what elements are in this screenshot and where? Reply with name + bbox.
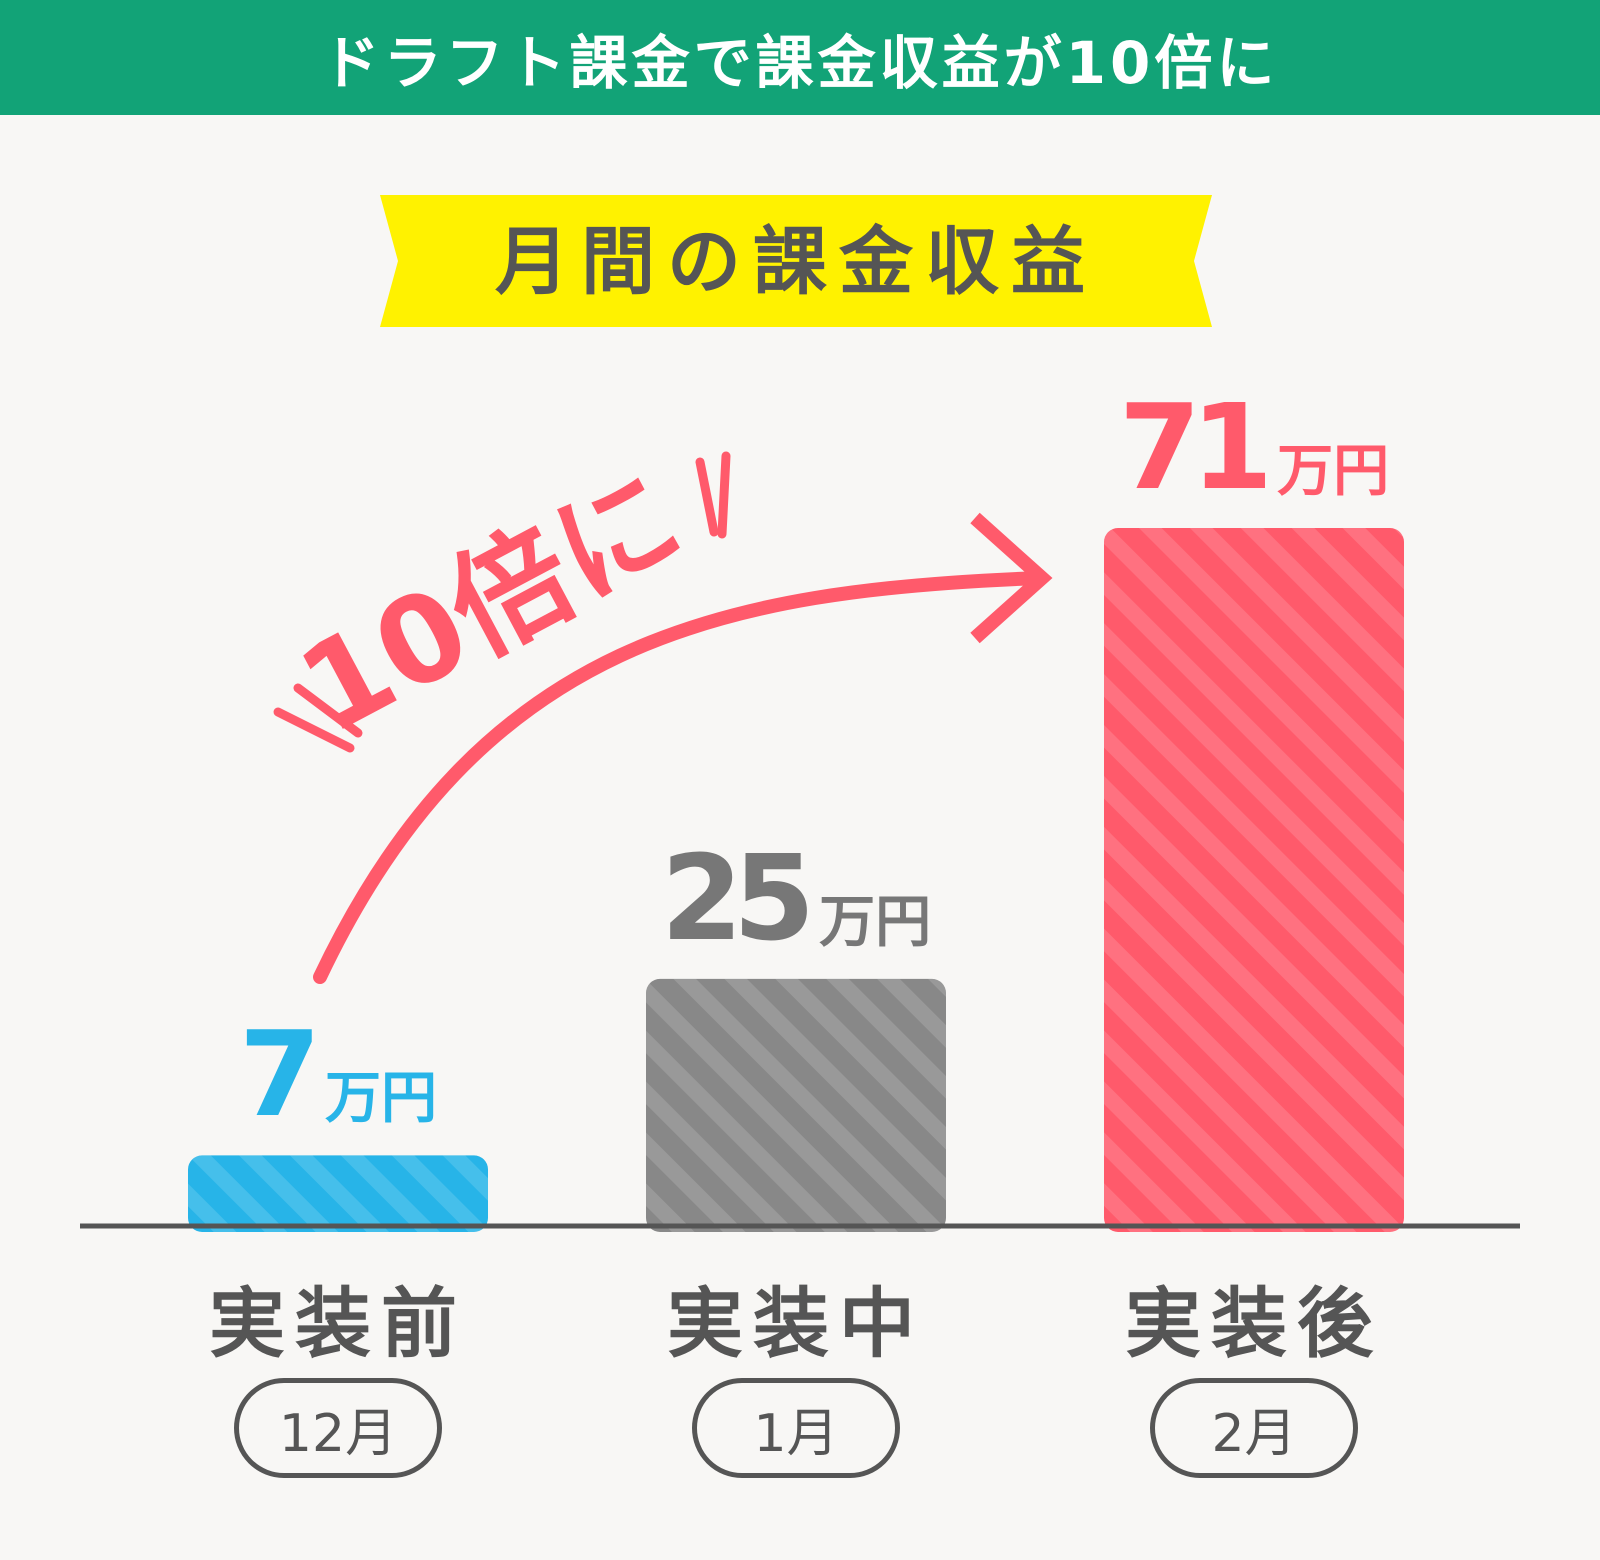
category-label-during: 実装中 — [667, 1279, 925, 1368]
emphasis-marks-left — [273, 683, 363, 753]
bar-stripes-after — [1104, 528, 1404, 1232]
growth-arrow-curve — [313, 571, 1047, 984]
bars-layer — [188, 528, 1404, 1232]
month-badge-december: 12月 — [234, 1378, 442, 1478]
bar-stripes-during — [646, 978, 946, 1232]
bar-value-label-during: 25 万円 — [596, 837, 996, 957]
category-label-after: 実装後 — [1125, 1279, 1383, 1368]
growth-arrow-head — [970, 512, 1053, 644]
bar-value-label-after: 71 万円 — [1054, 386, 1454, 506]
chart-title: 月間の課金収益 — [495, 219, 1097, 305]
title-ribbon: 月間の課金収益 — [380, 195, 1212, 327]
bar-value-unit: 万円 — [819, 889, 932, 955]
month-badge-february: 2月 — [1150, 1378, 1358, 1478]
bar-value-number: 71 — [1118, 378, 1273, 516]
bar-value-unit: 万円 — [1277, 439, 1390, 504]
title-ribbon-shape — [380, 195, 1212, 327]
month-badge-january: 1月 — [692, 1378, 900, 1478]
bar-value-unit: 万円 — [325, 1066, 438, 1132]
bar-value-label-before: 7 万円 — [138, 1013, 538, 1133]
bar-stripes-before — [188, 1155, 488, 1232]
page-title: ドラフト課金で課金収益が10倍に — [321, 28, 1279, 97]
emphasis-marks-right — [695, 451, 731, 539]
bar-value-number: 7 — [238, 1005, 321, 1144]
growth-annotation: 10倍に — [279, 447, 704, 761]
category-label-before: 実装前 — [209, 1279, 467, 1368]
bar-value-number: 25 — [660, 828, 815, 967]
header-bar: ドラフト課金で課金収益が10倍に — [0, 0, 1600, 115]
